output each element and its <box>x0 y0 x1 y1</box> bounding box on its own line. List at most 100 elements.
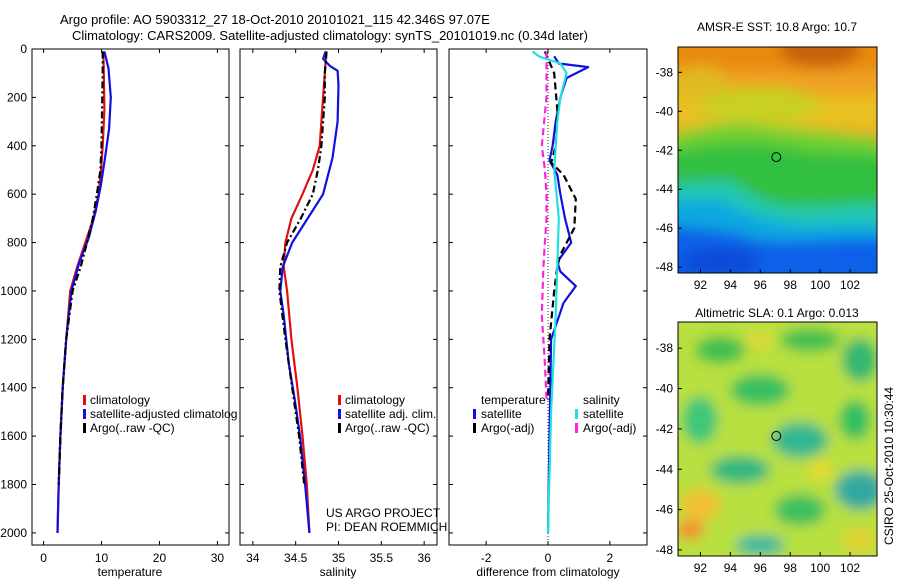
temperature-profile-panel: 0 200 400 600 800 1000 1200 1400 1600 1800 2000 0 1… <box>0 42 237 579</box>
salinity-series-climatology <box>282 51 328 533</box>
legend-label-salinity-argo: Argo(-adj) <box>583 421 636 435</box>
sla-map-lon-tick-label: 98 <box>784 561 798 575</box>
sst-map-lat-tick-label: -46 <box>656 221 674 235</box>
figure-title-line1: Argo profile: AO 5903312_27 18-Oct-2010 … <box>60 12 490 27</box>
sst-map-lon-tick-label: 92 <box>694 278 708 292</box>
temperature-xlabel: temperature <box>98 565 163 579</box>
sst-map-image <box>678 47 877 273</box>
sla-argo-position-marker <box>771 431 782 441</box>
sla-map-lat-tick-label: -44 <box>656 462 674 476</box>
salinity-x-tick-label: 35 <box>332 551 346 565</box>
temperature-legend: climatology satellite-adjusted climatolo… <box>83 393 237 435</box>
sst-map-lat-tick-label: -38 <box>656 65 674 79</box>
sla-map-lat-tick-label: -38 <box>656 341 674 355</box>
difference-x-tick-label: 0 <box>545 551 552 565</box>
sla-map-lat-tick-label: -40 <box>656 382 674 396</box>
difference-profile-panel: -2 0 2 difference from climatology tempera… <box>448 48 648 579</box>
sst-map-lon-tick-label: 102 <box>840 278 860 292</box>
legend-swatch-climatology <box>338 395 341 405</box>
depth-tick-label: 200 <box>7 90 27 104</box>
legend-swatch-salinity-argo <box>575 423 578 433</box>
legend-label-satellite: satellite adj. clim. <box>345 407 436 421</box>
sst-map-title: AMSR-E SST: 10.8 Argo: 10.7 <box>697 20 857 34</box>
temperature-series-satellite-adjusted-climatolog <box>56 51 112 533</box>
sst-map-panel: AMSR-E SST: 10.8 Argo: 10.7 92 94 96 98 100 1… <box>656 20 878 292</box>
sst-map-lat-tick-label: -48 <box>656 260 674 274</box>
sla-map-lat-tick-label: -48 <box>656 543 674 557</box>
difference-x-tick-label: 2 <box>607 551 614 565</box>
depth-tick-label: 1400 <box>0 381 27 395</box>
sla-map-lon-tick-label: 92 <box>694 561 708 575</box>
legend-label-climatology: climatology <box>345 393 405 407</box>
difference-x-tick-label: -2 <box>481 551 492 565</box>
legend-group-title-temperature: temperature <box>481 393 546 407</box>
legend-swatch-temperature-argo <box>473 423 476 433</box>
temperature-x-tick-label: 0 <box>40 551 47 565</box>
temperature-x-tick-label: 30 <box>211 551 225 565</box>
legend-swatch-argo <box>338 423 341 433</box>
sla-map-lon-tick-label: 96 <box>754 561 768 575</box>
salinity-series-argo-raw-qc- <box>278 51 328 485</box>
salinity-plot-frame <box>239 48 438 546</box>
temperature-series-argo-raw-qc- <box>57 51 104 485</box>
salinity-x-tick-label: 34.5 <box>284 551 308 565</box>
legend-label-satellite: satellite-adjusted climatolog <box>90 407 237 421</box>
sst-map-lat-tick-label: -44 <box>656 182 674 196</box>
sla-map-image <box>678 322 877 556</box>
depth-tick-label: 800 <box>7 236 27 250</box>
figure-title-line2: Climatology: CARS2009. Satellite-adjuste… <box>72 28 588 43</box>
sla-map-lat-tick-label: -42 <box>656 422 674 436</box>
sst-map-frame <box>677 46 878 274</box>
legend-label-temperature-argo: Argo(-adj) <box>481 421 534 435</box>
difference-series-salinity-argo-adj- <box>540 51 548 400</box>
salinity-xlabel: salinity <box>320 565 357 579</box>
depth-tick-label: 1000 <box>0 284 27 298</box>
legend-swatch-satellite <box>338 409 341 419</box>
salinity-x-tick-label: 36 <box>417 551 431 565</box>
temperature-plot-frame <box>31 48 230 546</box>
depth-tick-label: 1600 <box>0 429 27 443</box>
salinity-x-tick-label: 35.5 <box>370 551 394 565</box>
difference-xlabel: difference from climatology <box>476 565 619 579</box>
legend-swatch-satellite <box>83 409 86 419</box>
depth-tick-label: 400 <box>7 139 27 153</box>
sst-map-lon-tick-label: 100 <box>810 278 830 292</box>
temperature-x-tick-label: 20 <box>153 551 167 565</box>
legend-label-argo: Argo(..raw -QC) <box>90 421 175 435</box>
legend-swatch-temperature-satellite <box>473 409 476 419</box>
salinity-profile-panel: 34 34.5 35 35.5 36 salinity climatology sate… <box>239 48 447 579</box>
sla-map-title: Altimetric SLA: 0.1 Argo: 0.013 <box>695 306 859 320</box>
salinity-legend: climatology satellite adj. clim. Argo(..… <box>338 393 436 435</box>
sla-map-lon-tick-label: 94 <box>724 561 738 575</box>
legend-swatch-argo <box>83 423 86 433</box>
sst-map-lon-tick-label: 94 <box>724 278 738 292</box>
sst-map-lon-tick-label: 98 <box>784 278 798 292</box>
project-annotation: US ARGO PROJECT <box>326 506 441 520</box>
legend-group-title-salinity: salinity <box>583 393 620 407</box>
depth-tick-label: 0 <box>20 42 27 56</box>
difference-series-salinity-satellite <box>531 50 568 533</box>
temperature-x-tick-label: 10 <box>95 551 109 565</box>
legend-label-salinity-satellite: satellite <box>583 407 624 421</box>
salinity-x-tick-label: 34 <box>246 551 260 565</box>
sla-map-frame <box>677 321 878 557</box>
depth-tick-label: 2000 <box>0 526 27 540</box>
difference-legend: temperature satellite Argo(-adj) salinit… <box>473 393 636 435</box>
legend-label-climatology: climatology <box>90 393 150 407</box>
legend-label-argo: Argo(..raw -QC) <box>345 421 430 435</box>
pi-annotation: PI: DEAN ROEMMICH <box>326 520 447 534</box>
legend-swatch-climatology <box>83 395 86 405</box>
sst-argo-position-marker <box>771 152 782 163</box>
depth-tick-label: 1200 <box>0 332 27 346</box>
sla-map-lat-tick-label: -46 <box>656 503 674 517</box>
sla-map-lon-tick-label: 102 <box>840 561 860 575</box>
csiro-timestamp-label: CSIRO 25-Oct-2010 10:30:44 <box>882 387 896 545</box>
sla-map-panel: Altimetric SLA: 0.1 Argo: 0.013 <box>656 306 878 575</box>
legend-label-temperature-satellite: satellite <box>481 407 522 421</box>
legend-swatch-salinity-satellite <box>575 409 578 419</box>
sst-map-lat-tick-label: -42 <box>656 143 674 157</box>
difference-series-temperature-satellite <box>546 55 590 533</box>
sst-map-lon-tick-label: 96 <box>754 278 768 292</box>
sst-map-lat-tick-label: -40 <box>656 104 674 118</box>
